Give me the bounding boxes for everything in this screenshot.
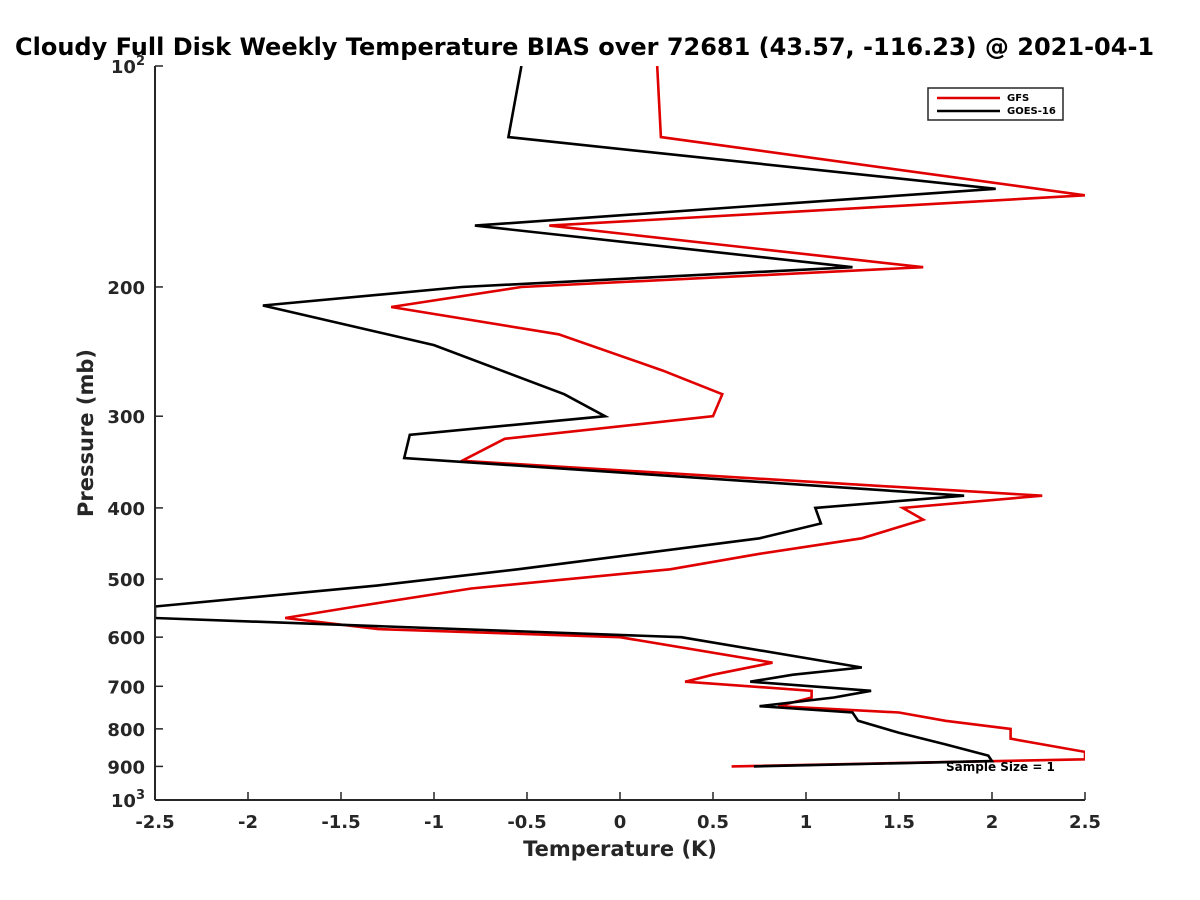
- x-tick-label: -1.5: [321, 812, 360, 833]
- y-tick-label: 400: [107, 499, 145, 520]
- y-tick-label: 200: [107, 278, 145, 299]
- sample-size-annotation: Sample Size = 1: [946, 760, 1055, 774]
- x-ticks: -2.5 -2 -1.5 -1 -0.5 0 0.5 1 1.5 2 2.5: [135, 792, 1101, 833]
- y-tick-label: 700: [107, 677, 145, 698]
- series-line-gfs: [284, 66, 1085, 768]
- x-tick-label: -1: [424, 812, 444, 833]
- legend-label-goes16: GOES-16: [1007, 106, 1056, 117]
- x-tick-label: 0.5: [697, 812, 729, 833]
- x-tick-label: 1.5: [883, 812, 915, 833]
- x-axis-label: Temperature (K): [523, 837, 717, 861]
- x-tick-label: 0: [614, 812, 627, 833]
- x-tick-label: -2: [238, 812, 258, 833]
- plot-area: -2.5 -2 -1.5 -1 -0.5 0 0.5 1 1.5 2 2.5 102 200 300 40…: [107, 54, 1101, 833]
- x-tick-label: 2: [986, 812, 999, 833]
- y-tick-label: 900: [107, 757, 145, 778]
- y-tick-label: 300: [107, 407, 145, 428]
- x-tick-label: -0.5: [507, 812, 546, 833]
- series-layer: [155, 66, 1085, 768]
- legend-box: [927, 87, 1064, 121]
- x-tick-label: -2.5: [135, 812, 174, 833]
- x-tick-label: 2.5: [1069, 812, 1101, 833]
- legend-label-gfs: GFS: [1007, 93, 1029, 104]
- y-axis-label: Pressure (mb): [74, 349, 98, 517]
- y-tick-label: 102: [111, 54, 145, 78]
- y-tick-label: 500: [107, 570, 145, 591]
- chart-title: Cloudy Full Disk Weekly Temperature BIAS…: [15, 33, 1154, 61]
- series-line-goes16: [155, 66, 996, 768]
- x-tick-label: 1: [800, 812, 813, 833]
- y-tick-label: 800: [107, 720, 145, 741]
- y-tick-label: 600: [107, 628, 145, 649]
- legend: GFS GOES-16: [927, 87, 1064, 121]
- y-ticks: 102 200 300 400 500 600 700 800 900 103: [107, 54, 163, 812]
- y-tick-label: 103: [111, 788, 145, 812]
